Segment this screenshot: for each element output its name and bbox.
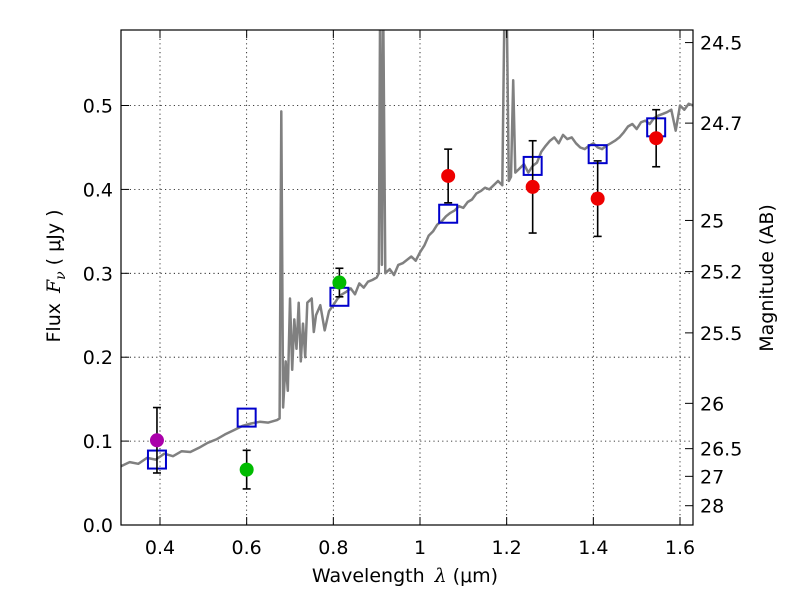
y-tick-label: 0.0 bbox=[83, 515, 113, 537]
model-photometry-markers bbox=[146, 117, 667, 470]
x-tick-label: 0.6 bbox=[232, 537, 262, 559]
axis-ticks bbox=[121, 30, 693, 526]
magnitude-tick-label: 26.5 bbox=[700, 439, 742, 461]
spectrum-line bbox=[121, 30, 693, 468]
x-tick-label: 1 bbox=[414, 537, 426, 559]
y-tick-label: 0.3 bbox=[83, 263, 113, 285]
magnitude-tick-label: 27 bbox=[700, 466, 724, 488]
x-tick-label: 1.2 bbox=[492, 537, 522, 559]
plot-frame bbox=[120, 29, 694, 526]
grid-lines bbox=[121, 30, 693, 526]
plot-area bbox=[121, 30, 693, 490]
y-tick-label: 0.1 bbox=[83, 431, 113, 453]
y-tick-label: 0.2 bbox=[83, 347, 113, 369]
observed-point bbox=[149, 433, 164, 448]
observed-points bbox=[149, 131, 664, 477]
observed-point bbox=[525, 179, 540, 194]
magnitude-tick-label: 24.5 bbox=[700, 33, 742, 55]
y-tick-label: 0.4 bbox=[83, 179, 113, 201]
model-photometry-square bbox=[438, 203, 459, 224]
observed-point bbox=[590, 191, 605, 206]
magnitude-tick-label: 26 bbox=[700, 393, 724, 415]
observed-point bbox=[441, 168, 456, 183]
magnitude-tick-labels: 24.5 24.7 25 25.2 25.5 26 26.5 27 28 bbox=[700, 33, 742, 518]
magnitude-axis-label: Magnitude (AB) bbox=[756, 204, 778, 352]
x-axis-label: Wavelength λ (μm) bbox=[312, 565, 498, 587]
magnitude-tick-label: 28 bbox=[700, 496, 724, 518]
magnitude-tick-label: 25 bbox=[700, 210, 724, 232]
x-tick-label: 1.4 bbox=[578, 537, 608, 559]
observed-point bbox=[332, 275, 347, 290]
observed-point bbox=[649, 131, 664, 146]
x-tick-label: 1.6 bbox=[665, 537, 695, 559]
y-tick-label: 0.5 bbox=[83, 96, 113, 118]
magnitude-tick-label: 25.5 bbox=[700, 323, 742, 345]
x-tick-labels: 0.4 0.6 0.8 1 1.2 1.4 1.6 bbox=[145, 537, 695, 559]
observed-point bbox=[239, 462, 254, 477]
magnitude-tick-label: 24.7 bbox=[700, 113, 742, 135]
y-axis-label: FluxFν( μJy ) bbox=[43, 209, 69, 342]
x-tick-label: 0.4 bbox=[145, 537, 175, 559]
model-photometry-square bbox=[236, 407, 257, 428]
y-tick-labels: 0.0 0.1 0.2 0.3 0.4 0.5 bbox=[83, 96, 113, 537]
magnitude-tick-label: 25.2 bbox=[700, 262, 742, 284]
x-tick-label: 0.8 bbox=[318, 537, 348, 559]
